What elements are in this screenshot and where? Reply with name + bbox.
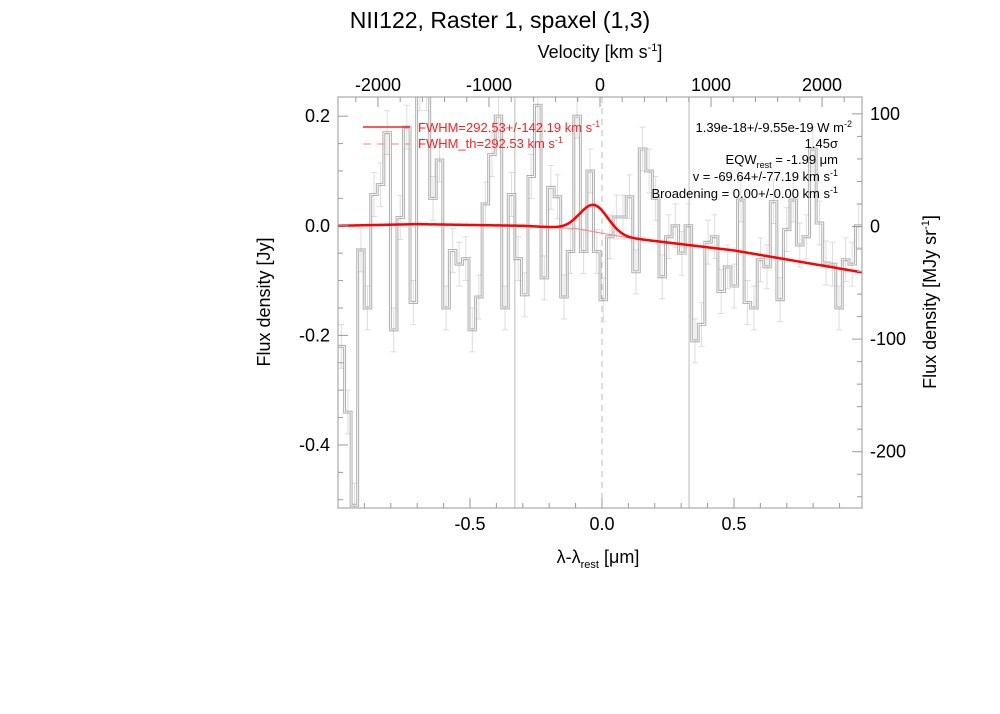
legend-velocity: v = -69.64+/-77.19 km s-1 xyxy=(693,168,838,184)
spectrum-histogram xyxy=(338,97,862,506)
y-axis-label: Flux density [Jy] xyxy=(254,237,274,366)
top-x-tick-label: 1000 xyxy=(691,75,731,95)
legend-fwhm-th: FWHM_th=292.53 km s-1 xyxy=(418,135,563,151)
legend-sigma: 1.45σ xyxy=(805,136,838,151)
legend-eqw: EQWrest = -1.99 μm xyxy=(726,152,838,170)
y-tick-label: -0.2 xyxy=(299,325,330,345)
right-y-tick-label: 0 xyxy=(870,216,880,236)
x-tick-label: 0.0 xyxy=(589,514,614,534)
x-tick-label: -0.5 xyxy=(454,514,485,534)
right-y-axis-label: Flux density [MJy sr-1] xyxy=(920,215,940,389)
y-tick-label: 0.0 xyxy=(305,216,330,236)
top-x-tick-label: 2000 xyxy=(802,75,842,95)
plot-inner xyxy=(338,97,862,508)
plot-area: -0.5 0.0 0.50.20.0-0.2-0.4-2000 -1000 0 1000 2… xyxy=(299,75,906,534)
right-y-tick-label: 100 xyxy=(870,104,900,124)
x-tick-label: 0.5 xyxy=(721,514,746,534)
right-y-tick-label: -100 xyxy=(870,329,906,349)
legend-fwhm: FWHM=292.53+/-142.19 km s-1 xyxy=(418,119,600,135)
top-x-tick-label: -2000 xyxy=(355,75,401,95)
y-tick-label: 0.2 xyxy=(305,106,330,126)
gaussian-fit-line xyxy=(338,203,862,274)
top-x-axis-label: Velocity [km s-1] xyxy=(538,42,663,62)
top-x-tick-label: -1000 xyxy=(466,75,512,95)
y-tick-label: -0.4 xyxy=(299,435,330,455)
right-y-tick-label: -200 xyxy=(870,442,906,462)
x-axis-label: λ-λrest [μm] xyxy=(557,547,640,571)
chart-title: NII122, Raster 1, spaxel (1,3) xyxy=(350,7,650,33)
top-x-tick-label: 0 xyxy=(595,75,605,95)
legend-broadening: Broadening = 0.00+/-0.00 km s-1 xyxy=(651,185,838,201)
legend-flux: 1.39e-18+/-9.55e-19 W m-2 xyxy=(695,119,852,135)
legend: FWHM=292.53+/-142.19 km s-1 FWHM_th=292.… xyxy=(363,119,852,201)
